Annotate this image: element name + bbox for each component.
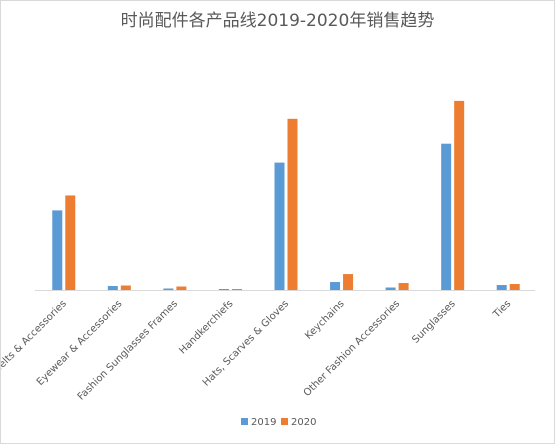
bar-2020-7 <box>454 100 465 291</box>
legend-label-2020: 2020 <box>291 417 316 428</box>
x-tick-label: Sunglasses <box>410 298 457 345</box>
bar-2020-4 <box>287 118 298 290</box>
bar-2019-7 <box>441 143 452 290</box>
x-tick-label: Keychains <box>303 298 346 341</box>
bar-2019-6 <box>385 287 396 290</box>
chart-title: 时尚配件各产品线2019-2020年销售趋势 <box>120 11 435 31</box>
bar-2019-5 <box>330 282 341 290</box>
x-tick-label: Fashion Sunglasses Frames <box>76 298 180 402</box>
bar-2019-1 <box>107 286 118 290</box>
bar-2020-2 <box>176 286 187 290</box>
bar-2020-3 <box>231 289 242 290</box>
bar-2019-8 <box>496 285 507 290</box>
legend-label-2019: 2019 <box>251 417 276 428</box>
x-tick-label: Handkerchiefs <box>177 298 235 356</box>
legend-swatch-2020 <box>281 418 288 425</box>
x-tick-label: Ties <box>491 298 514 321</box>
bar-2019-2 <box>163 288 174 290</box>
bar-2020-5 <box>343 274 354 290</box>
bar-2020-6 <box>398 283 409 290</box>
bar-2019-0 <box>52 210 63 290</box>
bar-2020-0 <box>65 195 76 290</box>
bar-2019-4 <box>274 162 285 290</box>
bar-2020-1 <box>120 285 131 290</box>
legend-swatch-2019 <box>241 418 248 425</box>
x-tick-label: Other Fashion Accessories <box>302 298 402 398</box>
bar-2019-3 <box>218 289 229 290</box>
bar-2020-8 <box>509 284 520 290</box>
